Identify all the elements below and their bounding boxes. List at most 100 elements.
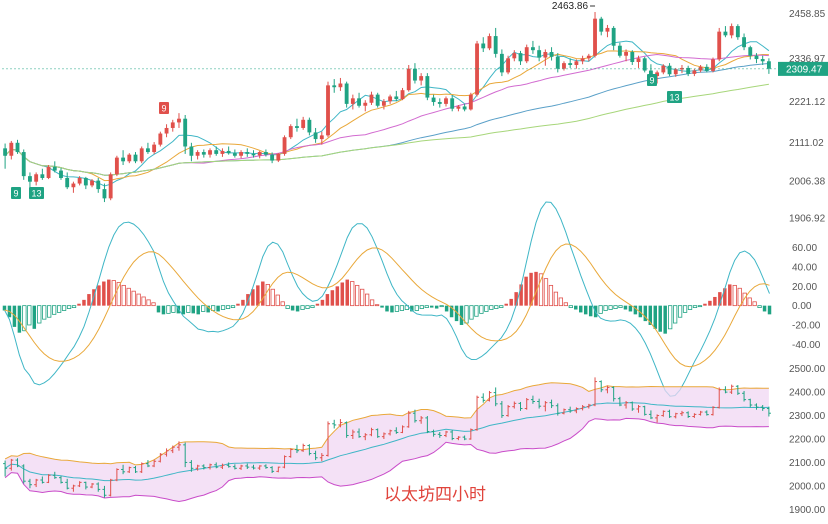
price-candle [580,58,585,62]
price-candle [71,183,76,188]
high-price-label: 2463.86 [552,1,589,12]
price-candle [350,98,355,104]
macd-histogram-bar [280,301,285,307]
macd-histogram-bar [136,293,141,307]
macd-histogram-bar [325,294,330,306]
macd-histogram-bar [504,303,508,306]
price-candle [183,118,188,147]
price-candle [127,154,132,162]
macd-histogram-bar [444,305,449,312]
price-candle [83,177,88,186]
price-candle [648,70,653,77]
price-candle [468,94,473,110]
macd-histogram-bar [77,303,81,306]
macd-histogram-bar [146,299,151,307]
price-candle [481,43,486,49]
macd-histogram-bar [747,297,752,307]
macd-histogram-bar [300,305,305,310]
price-candle [531,47,535,51]
macd-histogram-bar [201,305,206,312]
price-candle [450,98,455,109]
price-candle [555,56,560,69]
price-candle [425,76,430,98]
macd-histogram-bar [514,292,518,306]
macd-histogram-bar [752,301,757,307]
price-candle [698,66,703,71]
macd-histogram-bar [151,302,156,307]
boll-axis-tick-label: 2500.00 [789,364,826,375]
macd-histogram-bar [66,305,72,309]
price-candle [133,154,138,162]
macd-histogram-bar [538,273,544,307]
macd-histogram-bar [563,302,568,307]
price-candle [276,153,281,161]
price-candle [226,150,231,154]
macd-histogram-bar [464,305,469,324]
macd-histogram-bar [474,305,479,317]
macd-histogram-bar [439,305,444,308]
price-candle [456,106,461,109]
price-candle [9,142,14,156]
price-axis-tick-label: 1906.92 [789,214,826,225]
macd-histogram-bar [728,284,732,306]
bollinger-lower-band [4,417,769,503]
price-candle [487,36,492,49]
macd-histogram-bar [22,305,27,332]
price-candle [245,152,250,154]
price-candle [357,98,361,106]
price-candle [338,83,343,88]
macd-histogram-bar [414,305,419,311]
price-candle [605,27,610,32]
price-candle [394,96,399,100]
price-candle [642,58,647,71]
macd-histogram-bar [241,299,245,306]
macd-histogram-bar [285,305,290,309]
macd-histogram-bar [156,305,161,313]
price-candle [549,52,554,57]
boll-axis-tick-label: 2300.00 [789,411,826,422]
bollinger-middle-band [4,402,769,482]
price-candle [431,97,436,103]
price-axis-tick-label: 2111.02 [789,138,824,149]
price-candle [152,144,157,153]
price-axis-tick-label: 2221.12 [789,97,826,108]
macd-histogram-bar [181,305,186,315]
bollinger-band-fill [5,382,769,502]
macd-histogram-bar [737,287,742,307]
macd-histogram-bar [305,305,310,309]
price-candle [493,36,498,54]
price-ma-line-30 [4,53,769,176]
price-candle [251,153,256,156]
macd-histogram-bar [230,305,236,308]
macd-histogram-bar [762,305,767,312]
macd-histogram-bar [519,284,523,306]
macd-histogram-bar [692,305,698,308]
macd-histogram-bar [360,288,365,307]
macd-histogram-bar [548,284,554,307]
td-sequential-count: 9 [13,189,18,199]
bollinger-upper-band [4,382,769,466]
macd-histogram-bar [126,287,131,307]
macd-histogram-bar [385,305,389,312]
price-candle [692,70,697,74]
macd-histogram-bar [206,305,210,313]
price-candle [363,102,368,106]
price-candle [139,148,144,162]
td-sequential-count: 13 [669,93,679,103]
price-candle [475,43,479,95]
macd-histogram-bar [668,305,673,330]
macd-histogram-bar [643,305,648,322]
macd-histogram-bar [718,292,722,306]
macd-histogram-bar [469,305,474,320]
macd-histogram-bar [161,305,166,315]
current-price-tag [778,61,828,76]
macd-histogram-bar [568,305,573,308]
price-candle [146,148,150,153]
macd-histogram-bar [529,272,533,306]
macd-histogram-bar [434,305,439,309]
price-candle [723,31,728,36]
macd-histogram-bar [618,305,623,308]
macd-histogram-bar [191,305,195,314]
macd-histogram-bar [459,305,464,325]
price-candle [717,31,722,60]
